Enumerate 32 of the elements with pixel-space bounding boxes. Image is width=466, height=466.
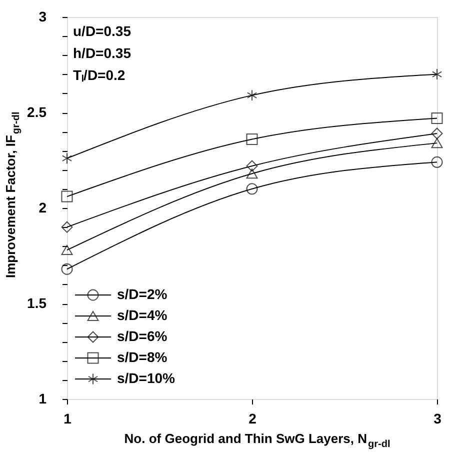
point [431, 156, 443, 168]
point [62, 152, 72, 164]
legend-label: s/D=8% [117, 349, 168, 365]
y-tick-label: 3 [38, 8, 47, 24]
legend-label: s/D=6% [117, 328, 168, 344]
point [246, 183, 258, 195]
y-tick-label: 1.5 [27, 295, 47, 311]
y-tick-label: 1 [38, 390, 47, 406]
point [246, 90, 258, 102]
point [61, 244, 73, 256]
legend-label: s/D=4% [117, 307, 168, 323]
annotation: u/D=0.35 [73, 23, 132, 39]
point [431, 128, 443, 140]
point [431, 112, 443, 124]
point [246, 133, 258, 145]
y-tick-label: 2.5 [27, 104, 47, 120]
point [431, 138, 443, 148]
x-tick-label: 2 [248, 410, 257, 426]
y-tick-label: 2 [38, 200, 47, 216]
point [61, 221, 73, 233]
y-axis-title: Improvement Factor, IFgr-dl [3, 112, 22, 278]
point [61, 263, 73, 275]
x-tick-label: 1 [64, 410, 72, 426]
point [246, 160, 258, 172]
point [246, 168, 258, 179]
point [61, 190, 73, 202]
x-tick-label: 3 [434, 410, 442, 426]
legend-label: s/D=10% [117, 370, 176, 386]
legend-label: s/D=2% [117, 286, 168, 302]
annotation: Tₗ/D=0.2 [73, 67, 126, 83]
annotation: h/D=0.35 [73, 45, 132, 61]
point [432, 68, 442, 80]
